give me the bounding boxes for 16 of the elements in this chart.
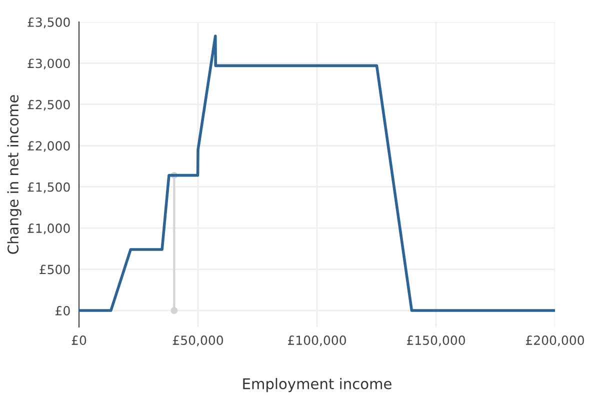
x-tick-label: £100,000	[288, 336, 346, 346]
x-tick-label: £200,000	[526, 336, 584, 346]
y-tick-label: £3,000	[28, 58, 70, 70]
x-axis-title: Employment income	[243, 378, 392, 392]
x-tick-label: £150,000	[406, 336, 465, 346]
y-tick-label: £500	[40, 264, 70, 274]
x-tick-label: £50,000	[172, 336, 224, 346]
y-tick-label: £1,000	[28, 224, 70, 234]
y-tick-label: £2,000	[28, 141, 70, 152]
y-tick-label: £3,500	[28, 17, 70, 28]
y-axis-title: Change in net income	[7, 95, 22, 254]
y-tick-label: £0	[56, 306, 70, 316]
y-tick-label: £2,500	[28, 100, 70, 111]
y-tick-label: £1,500	[28, 182, 70, 194]
x-tick-label: £0	[72, 336, 86, 346]
line-series	[79, 34, 555, 312]
